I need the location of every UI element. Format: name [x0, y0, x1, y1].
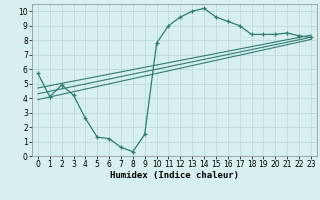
- X-axis label: Humidex (Indice chaleur): Humidex (Indice chaleur): [110, 171, 239, 180]
